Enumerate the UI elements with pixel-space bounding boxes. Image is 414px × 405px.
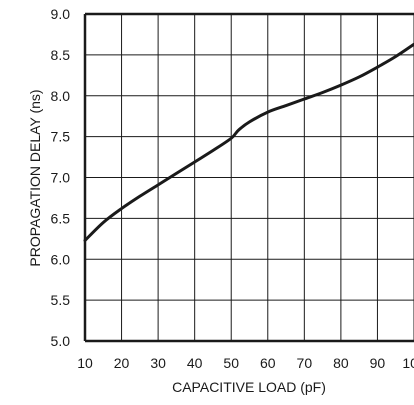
x-axis-title: CAPACITIVE LOAD (pF) — [172, 379, 326, 395]
y-tick-labels: 5.0 5.5 6.0 6.5 7.0 7.5 8.0 8.5 9.0 — [51, 6, 71, 349]
x-tick-label-70: 70 — [297, 355, 313, 371]
x-tick-label-10: 10 — [77, 355, 93, 371]
y-tick-label-9: 9.0 — [51, 6, 71, 22]
series-layer — [83, 42, 414, 242]
x-tick-label-50: 50 — [223, 355, 239, 371]
x-tick-label-40: 40 — [187, 355, 203, 371]
x-tick-label-100: 100 — [402, 355, 414, 371]
y-tick-label-7.5: 7.5 — [51, 129, 71, 145]
x-tick-label-90: 90 — [370, 355, 386, 371]
x-tick-labels: 10 20 30 40 50 60 70 80 90 100 — [77, 355, 414, 371]
y-tick-label-7: 7.0 — [51, 170, 71, 186]
y-tick-label-8.5: 8.5 — [51, 47, 71, 63]
y-axis-title: PROPAGATION DELAY (ns) — [27, 89, 43, 266]
x-tick-label-20: 20 — [114, 355, 130, 371]
x-tick-label-60: 60 — [260, 355, 276, 371]
x-tick-label-80: 80 — [333, 355, 349, 371]
x-tick-label-30: 30 — [150, 355, 166, 371]
y-tick-label-8: 8.0 — [51, 88, 71, 104]
y-tick-label-6: 6.0 — [51, 251, 71, 267]
y-tick-label-6.5: 6.5 — [51, 210, 71, 226]
series-line-0 — [83, 42, 414, 242]
y-tick-label-5: 5.0 — [51, 333, 71, 349]
y-tick-label-5.5: 5.5 — [51, 292, 71, 308]
